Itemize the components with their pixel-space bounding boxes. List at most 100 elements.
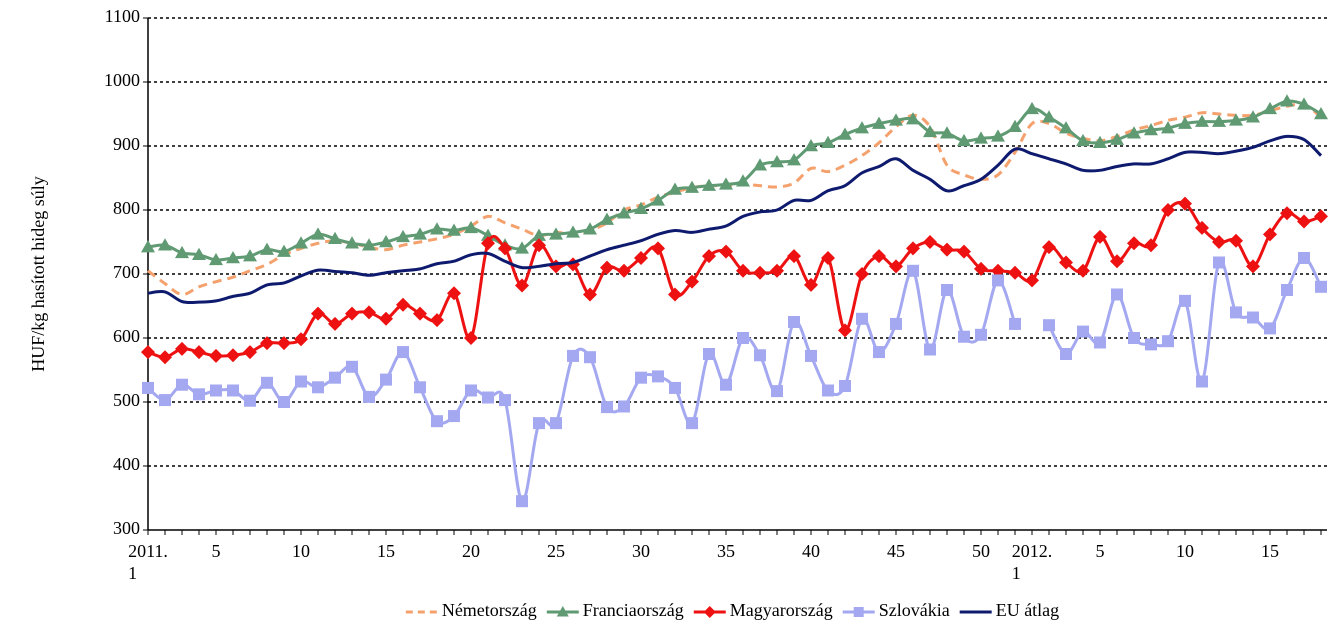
marker	[193, 388, 205, 401]
marker	[651, 241, 665, 256]
marker	[889, 259, 903, 274]
marker	[482, 391, 494, 404]
marker	[226, 251, 240, 264]
marker	[1144, 238, 1158, 253]
marker	[788, 316, 800, 328]
marker	[1009, 317, 1021, 330]
y-tick-label: 500	[113, 390, 140, 410]
marker	[448, 410, 460, 423]
marker	[346, 360, 358, 373]
marker	[719, 177, 733, 190]
marker	[1247, 311, 1259, 324]
y-tick-label: 1000	[104, 70, 140, 90]
marker	[634, 251, 648, 265]
marker	[1212, 235, 1226, 249]
marker	[141, 345, 155, 360]
marker	[430, 313, 444, 328]
y-tick-label: 1100	[105, 6, 140, 26]
marker	[1008, 265, 1022, 280]
marker	[583, 287, 597, 302]
marker	[906, 112, 920, 125]
marker	[1059, 121, 1073, 134]
marker	[464, 220, 478, 234]
marker	[855, 267, 869, 281]
marker	[1042, 110, 1056, 123]
marker	[550, 417, 562, 430]
marker	[1195, 114, 1209, 127]
marker	[1110, 254, 1124, 269]
marker	[856, 312, 868, 325]
marker	[567, 349, 579, 362]
marker	[362, 305, 376, 320]
marker	[328, 316, 342, 331]
marker	[872, 116, 886, 129]
marker	[1076, 263, 1090, 278]
marker	[839, 380, 851, 392]
legend-marker	[703, 606, 716, 618]
legend-label: Magyarország	[730, 600, 833, 620]
marker	[669, 381, 681, 394]
marker	[175, 245, 189, 259]
marker	[397, 346, 409, 359]
y-axis-label: HUF/kg hasított hideg súly	[28, 176, 48, 372]
x-tick-label: 20	[462, 541, 480, 561]
marker	[974, 261, 988, 276]
marker	[1212, 114, 1226, 127]
marker	[159, 394, 171, 407]
marker	[822, 384, 834, 397]
marker	[244, 394, 256, 407]
marker	[890, 317, 902, 330]
marker	[566, 225, 580, 238]
marker	[1161, 203, 1175, 217]
marker	[634, 201, 648, 214]
marker	[1297, 97, 1311, 110]
x-tick-label: 25	[547, 541, 565, 561]
marker	[277, 244, 291, 257]
y-tick-label: 700	[113, 262, 140, 282]
marker	[1263, 101, 1277, 115]
marker	[1213, 256, 1225, 269]
y-tick-label: 600	[113, 326, 140, 346]
marker	[958, 330, 970, 343]
marker	[226, 348, 240, 363]
marker	[635, 371, 647, 384]
marker	[1077, 325, 1089, 338]
marker	[447, 286, 461, 301]
marker	[1280, 94, 1294, 107]
marker	[1162, 335, 1174, 348]
marker	[1298, 252, 1310, 264]
marker	[685, 274, 699, 289]
marker	[805, 349, 817, 362]
marker	[465, 384, 477, 397]
marker	[243, 345, 257, 360]
x-tick-label: 15	[377, 541, 395, 561]
marker	[1314, 209, 1328, 224]
marker	[1093, 135, 1107, 149]
series-line	[147, 256, 1323, 503]
marker	[838, 323, 852, 338]
marker	[141, 240, 155, 253]
marker	[413, 306, 427, 321]
marker	[1059, 255, 1073, 270]
marker	[1178, 116, 1192, 129]
marker	[210, 384, 222, 397]
marker	[498, 241, 512, 256]
y-tick-label: 300	[113, 518, 140, 538]
marker	[872, 249, 886, 264]
marker	[515, 278, 529, 293]
marker	[991, 129, 1005, 142]
marker	[617, 263, 631, 278]
marker	[192, 345, 206, 360]
marker	[1229, 233, 1243, 248]
marker	[328, 231, 342, 245]
marker	[703, 348, 715, 360]
marker	[686, 417, 698, 430]
marker	[158, 350, 172, 365]
marker	[753, 265, 767, 280]
marker	[787, 153, 801, 166]
marker	[771, 385, 783, 398]
marker	[907, 264, 919, 277]
y-tick-label: 900	[113, 134, 140, 154]
series-line	[147, 99, 1322, 262]
